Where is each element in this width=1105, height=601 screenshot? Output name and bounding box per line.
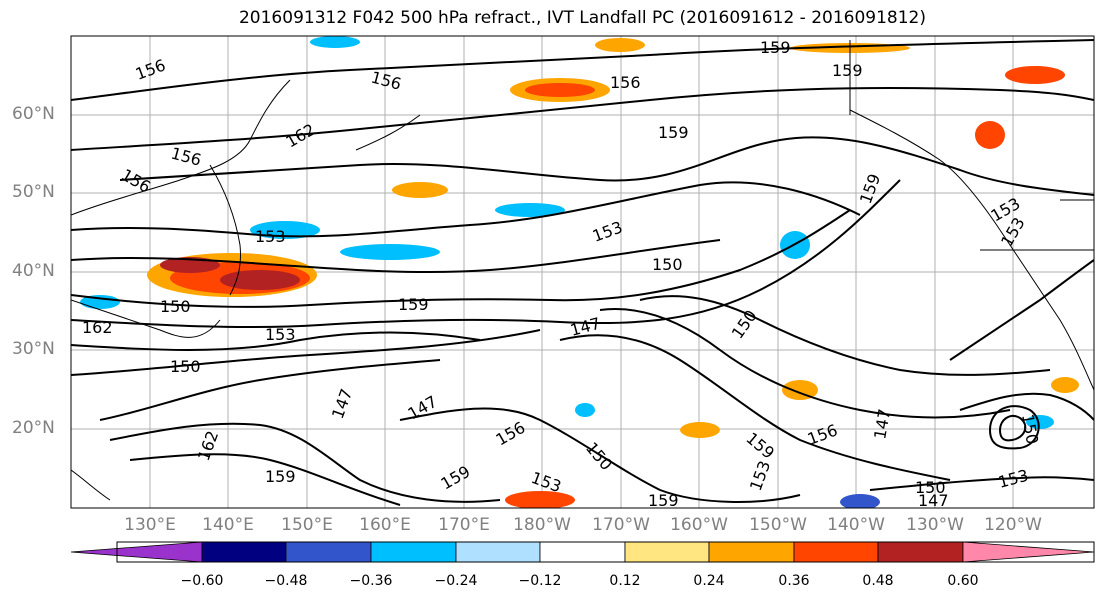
colorbar-tick-label: −0.48 (264, 573, 308, 589)
contour-label: 150 (170, 357, 201, 376)
positive-patch (1051, 377, 1079, 393)
positive-patch (525, 83, 595, 97)
positive-patch (595, 38, 645, 52)
colorbar-segment (455, 541, 541, 563)
colorbar-tick-label: 0.60 (947, 573, 979, 589)
lon-label: 130°E (124, 515, 176, 535)
map-frame (70, 35, 1095, 509)
colorbar (70, 541, 1095, 563)
colorbar-segment (793, 541, 879, 563)
lon-label: 140°W (827, 515, 885, 535)
colorbar-segment (962, 541, 1095, 563)
positive-patch (975, 121, 1005, 149)
colorbar-segment (708, 541, 795, 563)
lon-label: 170°W (592, 515, 650, 535)
negative-patch (310, 36, 360, 48)
colorbar-tick-label: 0.48 (862, 573, 894, 589)
colorbar-segment (70, 541, 203, 563)
map-title: 2016091312 F042 500 hPa refract., IVT La… (238, 8, 926, 28)
contour-label: 159 (760, 38, 791, 57)
colorbar-tick-label: −0.36 (349, 573, 393, 589)
contour-label: 159 (658, 123, 689, 142)
positive-patch (782, 380, 818, 400)
lon-label: 130°W (906, 515, 964, 535)
negative-patch (495, 203, 565, 217)
lat-label-40n: 40°N (12, 261, 55, 281)
contour-label: 162 (82, 318, 113, 337)
positive-patch (392, 182, 448, 198)
lon-label: 170°E (438, 515, 490, 535)
colorbar-tick-label: −0.60 (180, 573, 224, 589)
lon-label: 160°W (670, 515, 728, 535)
contour-label: 150 (915, 478, 946, 497)
coastlines (71, 40, 1094, 501)
contour-label: 153 (265, 325, 296, 344)
contour-label: 159 (832, 61, 863, 80)
lat-label-50n: 50°N (12, 182, 55, 202)
shading-patches (80, 36, 1079, 508)
lon-label: 150°E (281, 515, 333, 535)
lon-label: 120°W (984, 515, 1042, 535)
colorbar-segment (285, 541, 372, 563)
contour-label: 150 (160, 297, 191, 316)
colorbar-segment (877, 541, 964, 563)
colorbar-tick-label: −0.12 (518, 573, 562, 589)
lon-label: 150°W (749, 515, 807, 535)
negative-patch (340, 244, 440, 260)
colorbar-tick-label: 0.12 (609, 573, 641, 589)
positive-patch (1005, 66, 1065, 84)
positive-patch (220, 270, 300, 290)
colorbar-tick-label: 0.24 (693, 573, 725, 589)
lon-label: 160°E (359, 515, 411, 535)
colorbar-segment (201, 541, 287, 563)
contour-lines (71, 39, 1094, 506)
contour-label: 153 (255, 227, 286, 246)
positive-patch (505, 491, 575, 508)
contour-label: 150 (652, 255, 683, 274)
contour-label: 159 (265, 467, 296, 486)
contour-label: 147 (918, 491, 949, 510)
contour-label: 159 (398, 295, 429, 314)
lat-label-30n: 30°N (12, 339, 55, 359)
lon-label: 180°W (513, 515, 571, 535)
colorbar-segment (539, 541, 626, 563)
colorbar-tick-label: 0.36 (778, 573, 810, 589)
colorbar-segment (624, 541, 710, 563)
lon-label: 140°E (202, 515, 254, 535)
negative-patch (840, 494, 880, 508)
negative-patch (575, 403, 595, 417)
lat-label-20n: 20°N (12, 418, 55, 438)
contour-label: 156 (610, 73, 641, 92)
negative-patch (1026, 415, 1054, 429)
map-panel: 156 159 159 156 162 156 156 159 153 153 … (70, 35, 1095, 510)
colorbar-segment (370, 541, 457, 563)
positive-patch (680, 422, 720, 438)
contour-label: 159 (648, 491, 679, 510)
lat-label-60n: 60°N (12, 104, 55, 124)
colorbar-tick-label: −0.24 (434, 573, 478, 589)
